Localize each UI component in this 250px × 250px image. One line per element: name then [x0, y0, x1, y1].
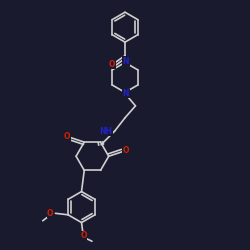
Text: O: O: [64, 132, 70, 141]
Text: O: O: [80, 232, 87, 240]
Text: N: N: [122, 89, 129, 98]
Text: NH: NH: [100, 127, 113, 136]
Text: N: N: [122, 57, 129, 66]
Text: O: O: [47, 209, 54, 218]
Text: O: O: [109, 60, 116, 69]
Text: O: O: [122, 146, 129, 156]
